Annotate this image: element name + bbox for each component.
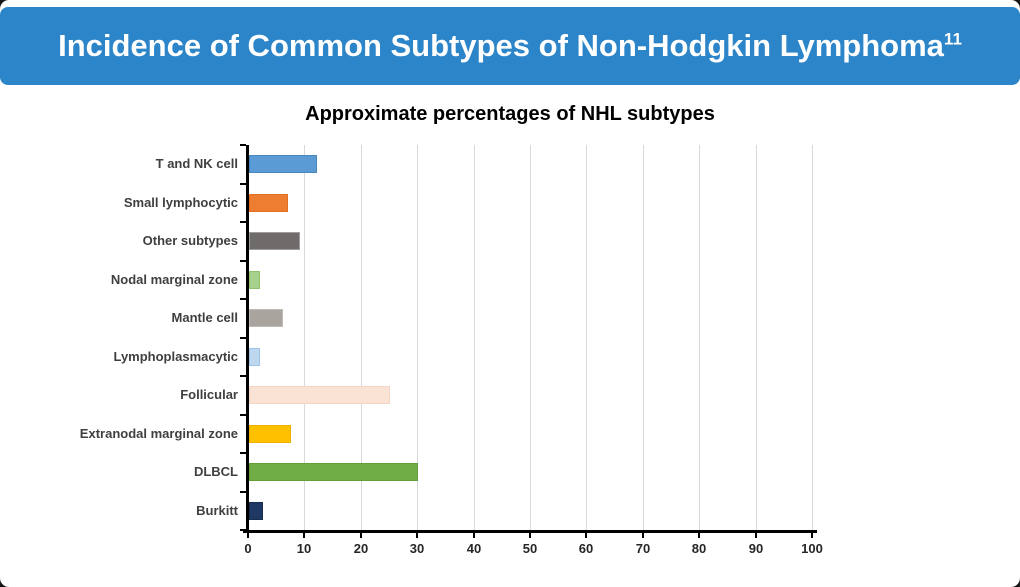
category-label-burkitt: Burkitt xyxy=(196,502,238,518)
gridline xyxy=(473,145,475,530)
y-axis-tick xyxy=(240,221,246,223)
category-label-follicular: Follicular xyxy=(180,387,238,402)
category-label-dlbcl: DLBCL xyxy=(193,464,238,479)
x-axis-tick xyxy=(473,533,475,538)
page-title-text: Incidence of Common Subtypes of Non-Hodg… xyxy=(58,28,944,63)
category-label-extranodal-marginal-zone: Extranodal marginal zone xyxy=(79,425,238,441)
y-axis-tick xyxy=(240,183,246,185)
y-axis-line xyxy=(246,145,249,532)
bar-extranodal-marginal-zone xyxy=(249,425,291,443)
x-axis-tick-label-90: 90 xyxy=(748,541,764,556)
x-axis-tick-label-10: 10 xyxy=(296,541,312,556)
gridline xyxy=(586,145,588,530)
x-axis-tick-label-40: 40 xyxy=(466,541,482,556)
gridline xyxy=(642,145,644,530)
x-axis-tick-label-70: 70 xyxy=(635,541,651,556)
category-label-t-and-nk-cell: T and NK cell xyxy=(155,156,238,171)
y-axis-tick xyxy=(240,375,246,377)
bar-small-lymphocytic xyxy=(249,194,288,212)
x-axis-tick-label-60: 60 xyxy=(578,541,594,556)
chart-title: Approximate percentages of NHL subtypes xyxy=(305,103,715,125)
bar-other-subtypes xyxy=(249,232,300,250)
y-axis-tick xyxy=(240,298,246,300)
x-axis-tick-label-20: 20 xyxy=(353,541,369,556)
y-axis-tick xyxy=(240,337,246,339)
y-axis-tick xyxy=(240,452,246,454)
gridline xyxy=(812,145,813,530)
page-title: Incidence of Common Subtypes of Non-Hodg… xyxy=(58,28,962,64)
bar-mantle-cell xyxy=(249,309,283,327)
x-axis-tick xyxy=(416,533,418,538)
x-axis-tick xyxy=(360,533,362,538)
y-axis-tick xyxy=(240,414,246,416)
bar-burkitt xyxy=(249,502,263,520)
y-axis-tick xyxy=(240,144,246,146)
category-label-lymphoplasmacytic: Lymphoplasmacytic xyxy=(113,348,238,364)
gridline xyxy=(755,145,757,530)
header-banner: Incidence of Common Subtypes of Non-Hodg… xyxy=(0,7,1020,85)
x-axis-tick xyxy=(247,533,249,538)
category-label-other-subtypes: Other subtypes xyxy=(142,233,238,248)
category-label-mantle-cell: Mantle cell xyxy=(171,310,238,325)
x-axis-tick xyxy=(642,533,644,538)
x-axis-tick xyxy=(755,533,757,538)
x-axis-tick xyxy=(698,533,700,538)
x-axis-line xyxy=(243,530,817,533)
x-axis-tick xyxy=(529,533,531,538)
category-label-small-lymphocytic: Small lymphocytic xyxy=(123,194,238,210)
bar-t-and-nk-cell xyxy=(249,155,317,173)
y-axis-tick xyxy=(240,260,246,262)
bar-lymphoplasmacytic xyxy=(249,348,260,366)
x-axis-tick-label-80: 80 xyxy=(691,541,707,556)
category-label-nodal-marginal-zone: Nodal marginal zone xyxy=(110,271,238,287)
gridline xyxy=(304,145,306,530)
x-axis-tick-label-100: 100 xyxy=(801,541,823,556)
x-axis-tick-label-30: 30 xyxy=(409,541,425,556)
gridline xyxy=(530,145,531,530)
gridline xyxy=(699,145,701,530)
y-axis-tick xyxy=(240,491,246,493)
x-axis-tick-label-0: 0 xyxy=(244,541,252,556)
bar-nodal-marginal-zone xyxy=(249,271,260,289)
bar-follicular xyxy=(249,386,390,404)
reference-superscript: 11 xyxy=(943,29,962,49)
x-axis-tick xyxy=(303,533,305,538)
x-axis-tick xyxy=(811,533,813,538)
x-axis-tick-label-50: 50 xyxy=(522,541,538,556)
gridline xyxy=(417,145,419,530)
bar-dlbcl xyxy=(249,463,418,481)
x-axis-tick xyxy=(585,533,587,538)
gridline xyxy=(360,145,362,530)
